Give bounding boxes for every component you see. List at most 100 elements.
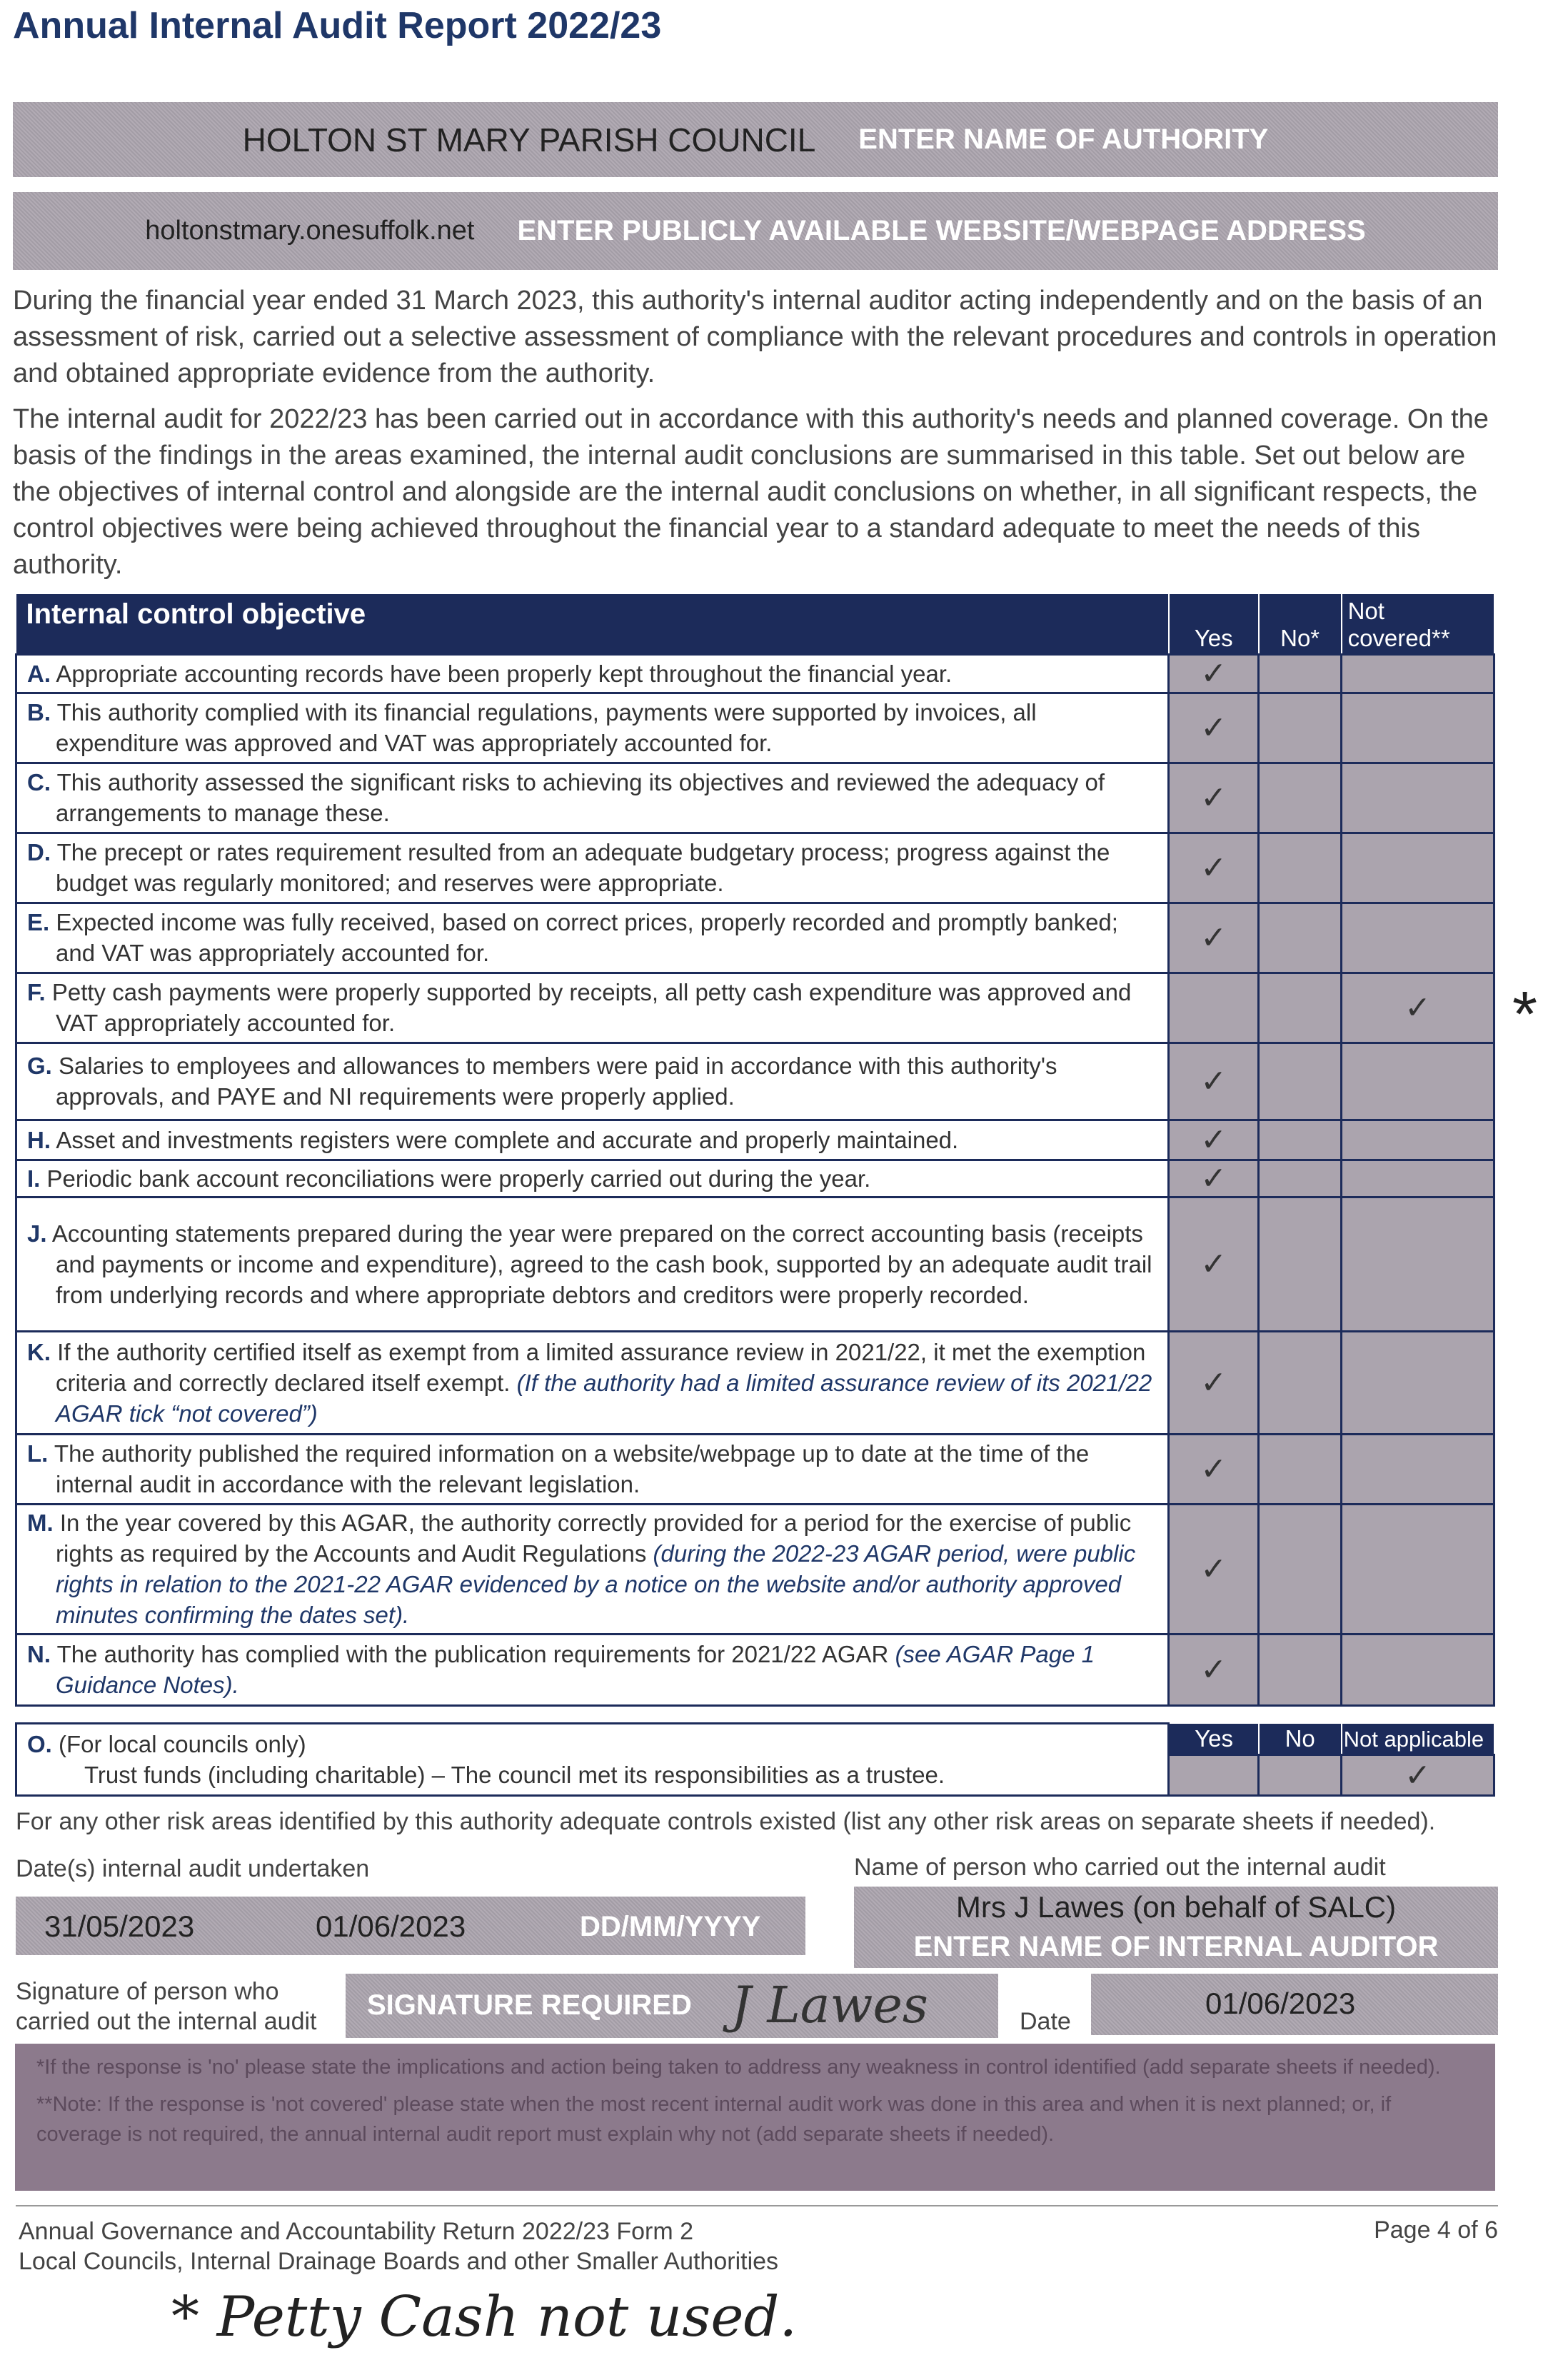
checkbox-yes[interactable]: ✓: [1167, 831, 1260, 904]
checkbox-no[interactable]: [1257, 1754, 1343, 1797]
checkbox-not-covered[interactable]: [1340, 1632, 1495, 1707]
checkbox-not-covered[interactable]: [1340, 1118, 1495, 1161]
table-row: N. The authority has complied with the p…: [14, 1632, 1495, 1707]
checkbox-not-covered[interactable]: [1340, 1502, 1495, 1635]
website-value: holtonstmary.onesuffolk.net: [145, 216, 475, 246]
trust-funds-text: Trust funds (including charitable) – The…: [84, 1762, 945, 1788]
checkbox-not-covered[interactable]: [1340, 1195, 1495, 1332]
checkbox-yes[interactable]: ✓: [1167, 691, 1260, 764]
objective-cell: N. The authority has complied with the p…: [14, 1632, 1170, 1707]
checkbox-yes[interactable]: ✓: [1167, 901, 1260, 974]
objective-cell: I. Periodic bank account reconciliations…: [14, 1158, 1170, 1198]
checkbox-not-covered[interactable]: ✓: [1340, 971, 1495, 1044]
checkbox-no[interactable]: [1257, 1330, 1343, 1435]
table-row: B. This authority complied with its fina…: [14, 691, 1495, 764]
checkbox-no[interactable]: [1257, 831, 1343, 904]
auditor-name-label: Name of person who carried out the inter…: [854, 1854, 1386, 1881]
objective-note: (see AGAR Page 1 Guidance Notes).: [56, 1641, 1095, 1698]
signature-date-field[interactable]: 01/06/2023: [1091, 1974, 1498, 2035]
checkbox-no[interactable]: [1257, 691, 1343, 764]
checkbox-yes[interactable]: ✓: [1167, 1158, 1260, 1198]
checkbox-no[interactable]: [1257, 761, 1343, 834]
checkbox-yes[interactable]: ✓: [1167, 653, 1260, 694]
objective-cell: E. Expected income was fully received, b…: [14, 901, 1170, 974]
objective-text: The authority published the required inf…: [54, 1440, 1090, 1497]
note-not-covered: **Note: If the response is 'not covered'…: [36, 2093, 1392, 2146]
column-header-yes: Yes: [1168, 594, 1260, 654]
checkbox-not-covered[interactable]: [1340, 1432, 1495, 1505]
row-letter: O.: [27, 1731, 52, 1757]
row-letter: G.: [27, 1053, 52, 1079]
row-letter: B.: [27, 699, 51, 725]
checkbox-not-covered[interactable]: [1340, 831, 1495, 904]
column-header-no: No*: [1258, 594, 1342, 654]
table-row: G. Salaries to employees and allowances …: [14, 1041, 1495, 1121]
objective-note: (If the authority had a limited assuranc…: [56, 1369, 1152, 1427]
table-row: A. Appropriate accounting records have b…: [14, 653, 1495, 694]
checkbox-yes[interactable]: ✓: [1167, 1118, 1260, 1161]
objective-text: Appropriate accounting records have been…: [56, 660, 953, 687]
date-start-field[interactable]: 31/05/2023: [44, 1909, 195, 1943]
objective-text: The authority has complied with the publ…: [56, 1641, 895, 1667]
checkbox-not-covered[interactable]: [1340, 653, 1495, 694]
checkbox-no[interactable]: [1257, 971, 1343, 1044]
checkbox-no[interactable]: [1257, 1502, 1343, 1635]
auditor-name-field[interactable]: Mrs J Lawes (on behalf of SALC) ENTER NA…: [854, 1887, 1498, 1968]
row-letter: C.: [27, 769, 51, 795]
signature-label-line1: Signature of person who: [16, 1978, 279, 2005]
objective-cell: F. Petty cash payments were properly sup…: [14, 971, 1170, 1044]
checkbox-yes[interactable]: ✓: [1167, 761, 1260, 834]
table-row: D. The precept or rates requirement resu…: [14, 831, 1495, 904]
checkbox-yes[interactable]: ✓: [1167, 1195, 1260, 1332]
date-third-field[interactable]: DD/MM/YYYY: [580, 1911, 761, 1942]
handwritten-note: * Petty Cash not used.: [171, 2285, 798, 2349]
objective-text: This authority assessed the significant …: [56, 769, 1105, 826]
objective-cell: H. Asset and investments registers were …: [14, 1118, 1170, 1161]
row-letter: L.: [27, 1440, 49, 1467]
checkbox-yes[interactable]: ✓: [1167, 1330, 1260, 1435]
objective-text: Accounting statements prepared during th…: [51, 1220, 1152, 1308]
checkbox-no[interactable]: [1257, 1118, 1343, 1161]
row-letter: F.: [27, 979, 46, 1005]
checkbox-not-covered[interactable]: [1340, 901, 1495, 974]
checkbox-yes[interactable]: ✓: [1167, 1041, 1260, 1121]
website-field[interactable]: holtonstmary.onesuffolk.net ENTER PUBLIC…: [13, 192, 1498, 270]
auditor-name-placeholder: ENTER NAME OF INTERNAL AUDITOR: [913, 1931, 1439, 1962]
checkbox-not-applicable[interactable]: ✓: [1340, 1754, 1495, 1797]
checkbox-no[interactable]: [1257, 1195, 1343, 1332]
checkbox-not-covered[interactable]: [1340, 761, 1495, 834]
checkbox-not-covered[interactable]: [1340, 691, 1495, 764]
checkbox-yes[interactable]: [1167, 971, 1260, 1044]
checkbox-no[interactable]: [1257, 1632, 1343, 1707]
checkbox-no[interactable]: [1257, 1041, 1343, 1121]
row-letter: M.: [27, 1510, 54, 1536]
checkbox-not-covered[interactable]: [1340, 1041, 1495, 1121]
footer-line2: Local Councils, Internal Drainage Boards…: [19, 2248, 779, 2275]
checkbox-not-covered[interactable]: [1340, 1330, 1495, 1435]
table-row: E. Expected income was fully received, b…: [14, 901, 1495, 974]
checkbox-yes[interactable]: [1167, 1754, 1260, 1797]
footer: Annual Governance and Accountability Ret…: [19, 2216, 778, 2276]
objective-cell: A. Appropriate accounting records have b…: [14, 653, 1170, 694]
checkbox-no[interactable]: [1257, 1432, 1343, 1505]
auditor-name-value: Mrs J Lawes (on behalf of SALC): [955, 1890, 1397, 1924]
date-end-field[interactable]: 01/06/2023: [316, 1909, 466, 1943]
table-row: M. In the year covered by this AGAR, the…: [14, 1502, 1495, 1635]
checkbox-no[interactable]: [1257, 653, 1343, 694]
checkbox-yes[interactable]: ✓: [1167, 1502, 1260, 1635]
authority-name-field[interactable]: HOLTON ST MARY PARISH COUNCIL ENTER NAME…: [13, 102, 1498, 177]
row-letter: H.: [27, 1126, 51, 1153]
checkbox-yes[interactable]: ✓: [1167, 1432, 1260, 1505]
checkbox-not-covered[interactable]: [1340, 1158, 1495, 1198]
column-header-yes: Yes: [1168, 1723, 1260, 1755]
checkbox-no[interactable]: [1257, 1158, 1343, 1198]
table-row: J. Accounting statements prepared during…: [14, 1195, 1495, 1332]
checkbox-yes[interactable]: ✓: [1167, 1632, 1260, 1707]
website-placeholder: ENTER PUBLICLY AVAILABLE WEBSITE/WEBPAGE…: [517, 215, 1366, 246]
signature-field[interactable]: SIGNATURE REQUIRED J Lawes: [346, 1974, 998, 2038]
checkbox-no[interactable]: [1257, 901, 1343, 974]
intro-paragraph-1: During the financial year ended 31 March…: [13, 286, 1497, 388]
objective-cell: B. This authority complied with its fina…: [14, 691, 1170, 764]
page-number: Page 4 of 6: [1374, 2216, 1498, 2244]
row-letter: E.: [27, 909, 50, 935]
